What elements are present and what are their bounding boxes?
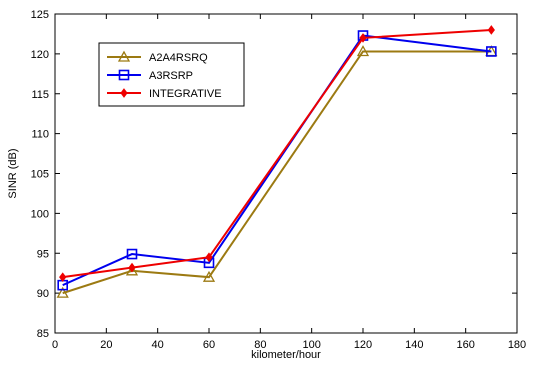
data-point-a2a4rsrq xyxy=(356,45,370,57)
x-tick-label: 180 xyxy=(508,339,526,351)
series-integrative xyxy=(59,25,495,283)
data-point-integrative xyxy=(359,33,367,43)
x-tick-label: 140 xyxy=(405,339,423,351)
series-group xyxy=(56,25,498,298)
legend-label: A3RSRP xyxy=(149,70,193,82)
x-tick-label: 100 xyxy=(302,339,320,351)
legend-item-a3rsrp: A3RSRP xyxy=(107,69,193,82)
y-tick-label: 105 xyxy=(31,169,49,181)
x-tick-label: 20 xyxy=(100,339,112,351)
x-tick-label: 60 xyxy=(203,339,215,351)
y-tick-label: 120 xyxy=(31,49,49,61)
legend-label: INTEGRATIVE xyxy=(149,88,222,100)
x-tick-label: 80 xyxy=(254,339,266,351)
data-point-a3rsrp xyxy=(486,46,497,57)
data-point-integrative xyxy=(128,262,136,273)
legend-swatch-marker xyxy=(117,50,131,62)
x-tick-label: 120 xyxy=(354,339,372,351)
y-tick-label: 125 xyxy=(31,9,49,21)
legend-swatch-marker xyxy=(118,69,130,81)
legend-item-a2a4rsrq: A2A4RSRQ xyxy=(107,50,208,64)
data-point-a2a4rsrq xyxy=(125,264,139,276)
data-point-integrative xyxy=(59,272,67,283)
legend-label: A2A4RSRQ xyxy=(149,52,208,64)
y-tick-label: 100 xyxy=(31,208,49,220)
data-point-a2a4rsrq xyxy=(56,286,69,298)
legend-swatch-marker xyxy=(120,88,128,98)
data-point-integrative xyxy=(205,252,213,263)
axis-ticks: 0 20 40 60 80 100 120 140 160 180 85 90 95 100 105 110 1… xyxy=(31,9,527,351)
data-point-integrative xyxy=(487,25,495,35)
x-axis-label: kilometer/hour xyxy=(251,349,321,361)
y-tick-label: 95 xyxy=(37,248,49,260)
y-axis-label: SINR (dB) xyxy=(7,148,19,198)
y-tick-label: 115 xyxy=(31,89,49,101)
series-a3rsrp xyxy=(57,30,497,291)
x-tick-label: 0 xyxy=(52,339,58,351)
y-tick-label: 85 xyxy=(37,328,49,340)
y-tick-label: 110 xyxy=(31,129,49,141)
plot-frame xyxy=(54,13,518,334)
data-point-a2a4rsrq xyxy=(202,270,216,282)
series-line-a2a4rsrq xyxy=(62,50,492,295)
legend-item-integrative: INTEGRATIVE xyxy=(107,88,222,100)
x-tick-label: 40 xyxy=(152,339,164,351)
legend: A2A4RSRQ A3RSRP INTEGRATIVE xyxy=(98,42,245,107)
y-tick-label: 90 xyxy=(37,288,49,300)
x-tick-label: 160 xyxy=(456,339,474,351)
data-point-a3rsrp xyxy=(126,248,138,260)
series-line-a3rsrp xyxy=(62,34,492,287)
